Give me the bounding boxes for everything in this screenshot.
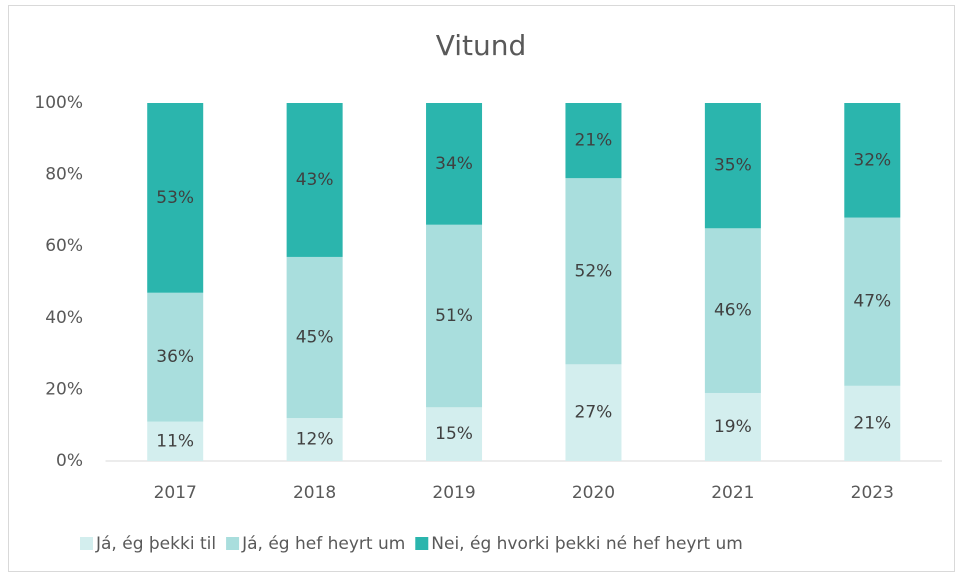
bar-segment: [426, 103, 483, 225]
value-label: 53%: [156, 188, 194, 208]
bar-segment: [147, 103, 204, 293]
bar-segment: [565, 178, 622, 365]
value-label: 21%: [853, 413, 891, 433]
bar-segment: [426, 407, 483, 461]
y-tick-label: 40%: [45, 308, 83, 328]
y-tick-label: 0%: [56, 451, 83, 471]
value-label: 51%: [435, 306, 473, 326]
bar-segment: [844, 103, 901, 218]
value-label: 52%: [575, 261, 613, 281]
value-label: 34%: [435, 154, 473, 174]
value-label: 46%: [714, 301, 752, 321]
x-tick-label: 2023: [851, 483, 894, 503]
value-label: 45%: [296, 327, 334, 347]
legend-swatch: [226, 537, 240, 550]
bar-segment: [565, 364, 622, 461]
x-tick-label: 2021: [711, 483, 754, 503]
value-label: 21%: [575, 131, 613, 151]
value-label: 43%: [296, 170, 334, 190]
bar-segment: [426, 224, 483, 408]
value-label: 11%: [156, 431, 194, 451]
value-label: 32%: [853, 150, 891, 170]
bar-segment: [704, 392, 761, 461]
value-label: 36%: [156, 347, 194, 367]
x-tick-label: 2019: [432, 483, 475, 503]
bar-segment: [147, 292, 204, 422]
y-tick-label: 80%: [45, 165, 83, 185]
value-label: 15%: [435, 424, 473, 444]
x-tick-label: 2017: [154, 483, 197, 503]
legend-label: Já, ég þekki til: [95, 534, 216, 554]
bar-segment: [704, 103, 761, 229]
legend-label: Nei, ég hvorki þekki né hef heyrt um: [431, 534, 743, 554]
bar-segment: [844, 385, 901, 461]
bar-segment: [844, 217, 901, 386]
value-label: 47%: [853, 292, 891, 312]
y-tick-label: 100%: [34, 93, 83, 113]
bar-segment: [286, 418, 343, 461]
legend-label: Já, ég hef heyrt um: [241, 534, 405, 554]
bar-segment: [565, 103, 622, 179]
bar-segment: [286, 256, 343, 419]
bar-segment: [147, 421, 204, 461]
y-tick-label: 60%: [45, 236, 83, 256]
bar-segment: [704, 228, 761, 393]
value-label: 19%: [714, 417, 752, 437]
chart-title: Vitund: [436, 29, 527, 62]
x-tick-label: 2018: [293, 483, 336, 503]
x-tick-label: 2020: [572, 483, 615, 503]
bar-segment: [286, 103, 343, 257]
value-label: 27%: [575, 403, 613, 423]
legend-swatch: [80, 537, 93, 550]
legend-swatch: [415, 537, 429, 550]
y-tick-label: 20%: [45, 379, 83, 399]
value-label: 35%: [714, 156, 752, 176]
value-label: 12%: [296, 430, 334, 450]
